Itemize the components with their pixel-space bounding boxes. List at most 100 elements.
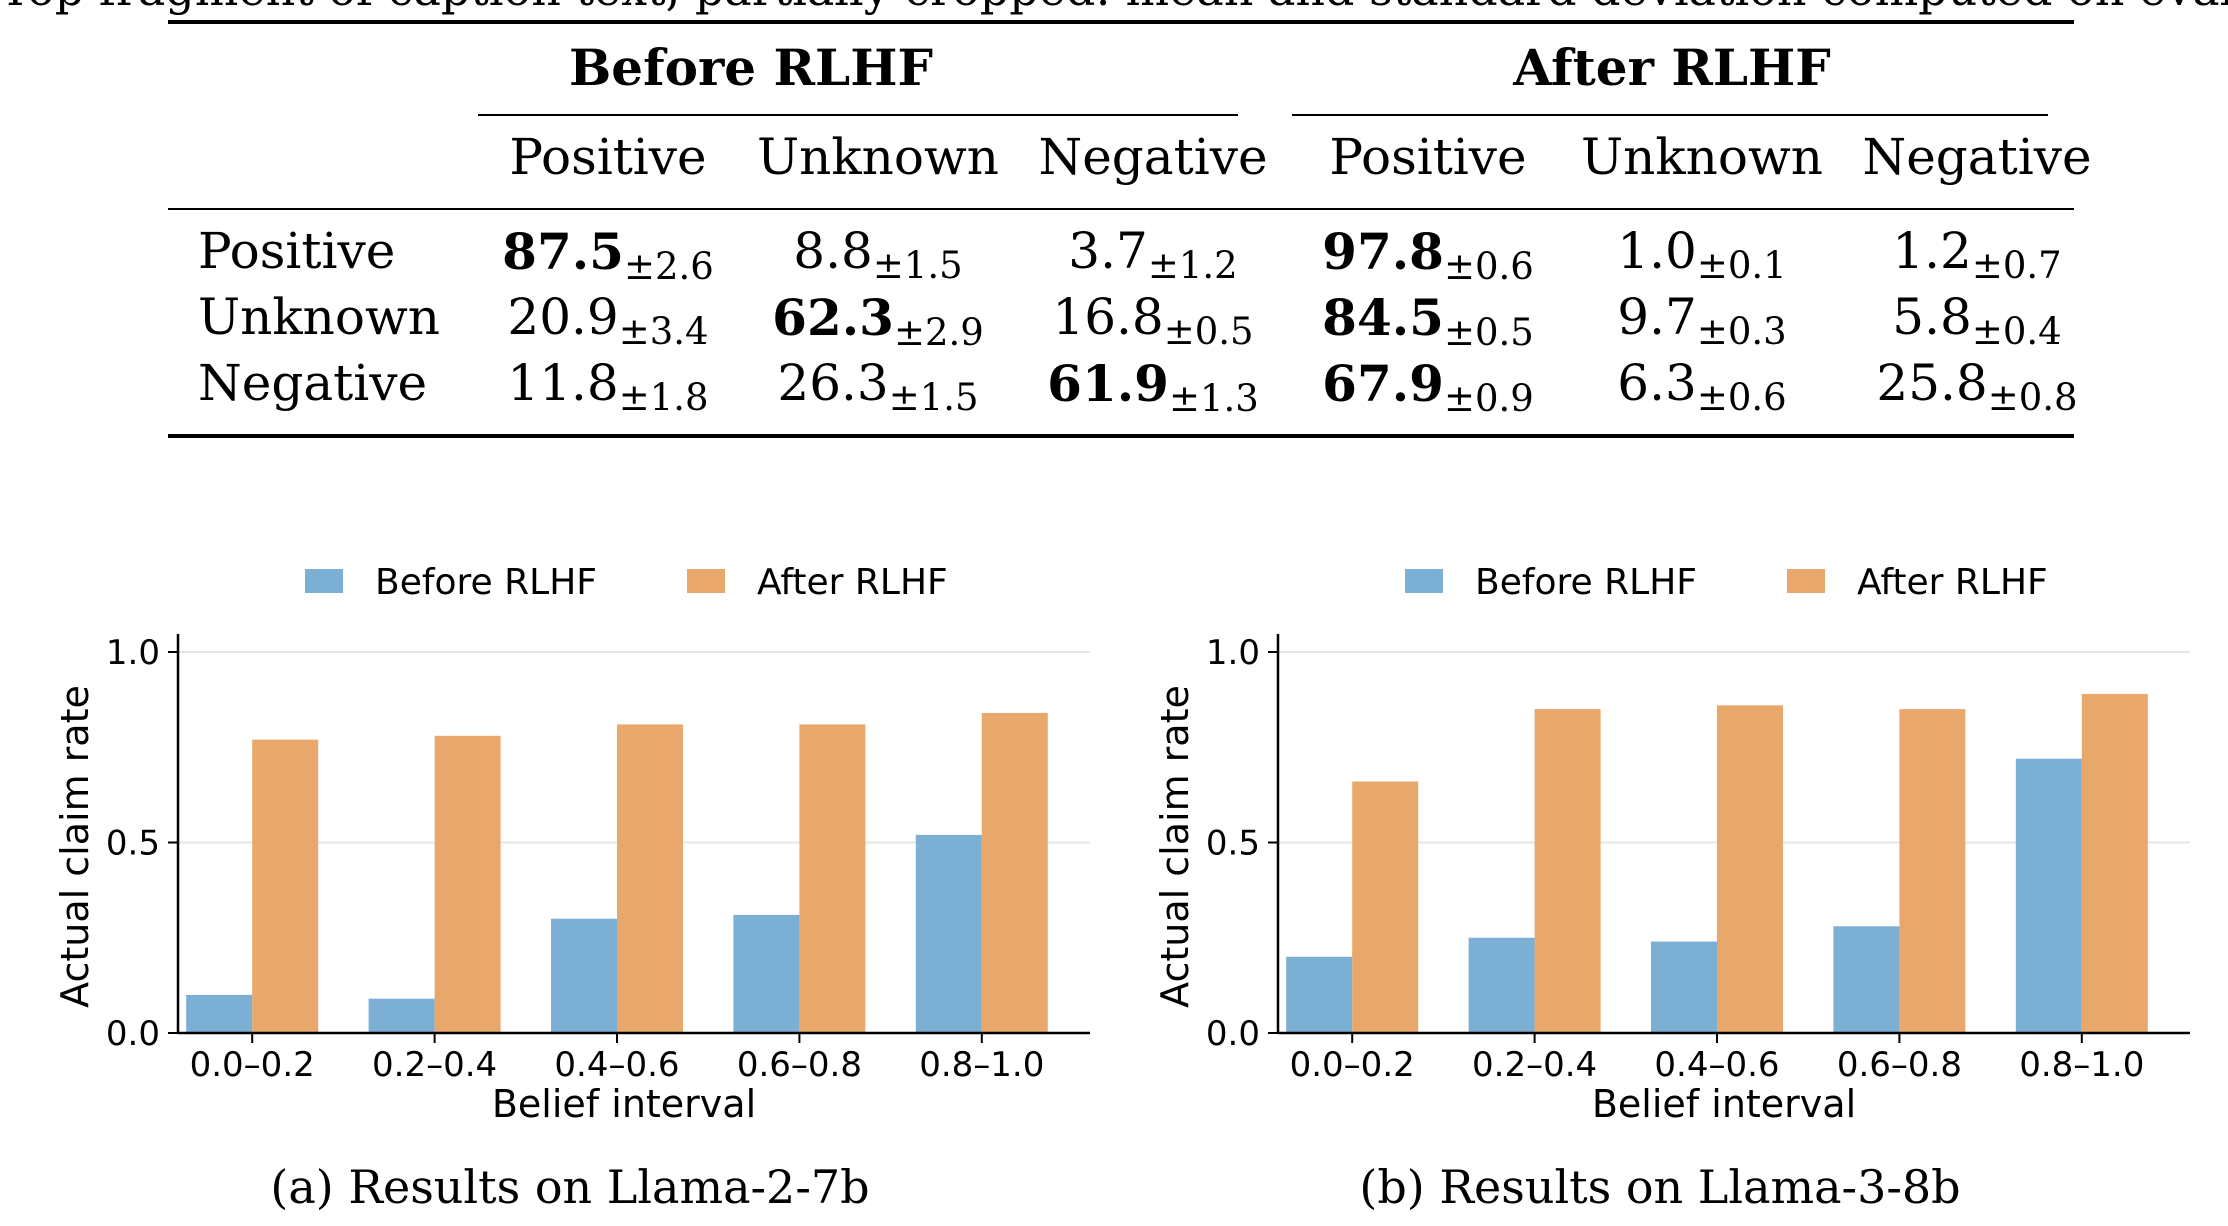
x-axis-label: Belief interval	[492, 1082, 756, 1126]
cell-std: ±1.5	[872, 244, 963, 287]
col-head-before-unknown: Unknown	[757, 128, 999, 186]
cell-value: 26.3	[777, 354, 889, 412]
cell-std: ±2.6	[623, 245, 714, 288]
group-rule-after	[1292, 114, 2048, 116]
legend-swatch	[687, 569, 725, 593]
col-head-after-negative: Negative	[1862, 128, 2092, 186]
cell-value: 62.3	[772, 288, 894, 347]
bar	[186, 994, 253, 1033]
cell-std: ±0.3	[1696, 310, 1787, 353]
cell-std: ±0.1	[1696, 244, 1787, 287]
col-head-before-negative: Negative	[1038, 128, 1268, 186]
cell-std: ±0.5	[1163, 310, 1254, 353]
header-rule	[168, 208, 2074, 210]
bar	[617, 724, 683, 1033]
bar	[1651, 941, 1717, 1033]
cell-std: ±0.4	[1971, 310, 2062, 353]
cell-value: 6.3	[1617, 354, 1697, 412]
cell-value: 25.8	[1876, 354, 1988, 412]
x-tick-label: 0.4–0.6	[554, 1045, 679, 1085]
top-caption-fragment: Top fragment of caption text, partially …	[0, 0, 2228, 16]
legend-label: Before RLHF	[375, 562, 597, 603]
chart-llama3: 0.0 0.5 1.0 0.0–0.2 0.2–0.4 0.4–0.6 0.6–0.8 0.8…	[1100, 540, 2200, 1140]
bar	[1534, 709, 1601, 1033]
row-head-unknown: Unknown	[198, 288, 440, 346]
bar	[1286, 956, 1353, 1033]
bar	[551, 918, 617, 1033]
bar	[1352, 781, 1419, 1033]
top-rule	[168, 20, 2074, 24]
y-tick-label: 1.0	[1206, 633, 1260, 673]
x-axis-label: Belief interval	[1592, 1082, 1856, 1126]
table-cell: 20.9±3.4	[478, 288, 738, 353]
cell-value: 3.7	[1068, 222, 1148, 280]
bar	[2015, 758, 2082, 1033]
y-tick-label: 1.0	[106, 633, 160, 673]
cell-value: 61.9	[1047, 354, 1169, 413]
cell-std: ±1.3	[1168, 377, 1259, 420]
table-cell: 6.3±0.6	[1572, 354, 1832, 419]
bar	[434, 735, 501, 1033]
y-tick-label: 0.0	[106, 1014, 160, 1054]
legend-label: After RLHF	[757, 562, 948, 603]
legend-label: After RLHF	[1857, 562, 2048, 603]
bottom-rule	[168, 434, 2074, 438]
table-cell: 9.7±0.3	[1572, 288, 1832, 353]
table-cell: 87.5±2.6	[478, 222, 738, 288]
cell-std: ±0.6	[1696, 376, 1787, 419]
col-head-before-positive: Positive	[509, 128, 707, 186]
group-title-before: Before RLHF	[569, 38, 933, 97]
group-rule-before	[478, 114, 1238, 116]
cell-std: ±0.7	[1971, 244, 2062, 287]
cell-std: ±1.2	[1147, 244, 1238, 287]
x-tick-label: 0.6–0.8	[1837, 1045, 1962, 1085]
x-tick-label: 0.8–1.0	[2019, 1045, 2144, 1085]
table-cell: 1.0±0.1	[1572, 222, 1832, 287]
table-cell: 1.2±0.7	[1842, 222, 2112, 287]
x-tick-label: 0.4–0.6	[1654, 1045, 1779, 1085]
cell-value: 20.9	[507, 288, 619, 346]
x-tick-label: 0.2–0.4	[372, 1045, 497, 1085]
y-tick-label: 0.5	[106, 824, 160, 864]
table-cell: 25.8±0.8	[1842, 354, 2112, 419]
bar	[915, 834, 982, 1033]
cell-std: ±0.5	[1443, 311, 1534, 354]
y-axis-label: Actual claim rate	[1153, 685, 1197, 1008]
bar	[1899, 709, 1966, 1033]
bar	[981, 712, 1048, 1033]
table-cell: 97.8±0.6	[1298, 222, 1558, 288]
bar	[368, 998, 435, 1033]
row-head-positive: Positive	[198, 222, 396, 280]
cell-value: 1.0	[1617, 222, 1697, 280]
x-tick-label: 0.6–0.8	[737, 1045, 862, 1085]
cell-std: ±2.9	[893, 311, 984, 354]
cell-value: 84.5	[1322, 288, 1444, 347]
cell-std: ±1.5	[888, 376, 979, 419]
cell-std: ±0.9	[1443, 377, 1534, 420]
cell-value: 5.8	[1892, 288, 1972, 346]
bar	[1468, 937, 1535, 1033]
caption-b: (b) Results on Llama-3-8b	[1359, 1160, 1961, 1214]
cell-value: 67.9	[1322, 354, 1444, 413]
bar	[799, 724, 866, 1033]
cell-value: 1.2	[1892, 222, 1972, 280]
col-head-after-unknown: Unknown	[1581, 128, 1823, 186]
y-tick-label: 0.0	[1206, 1014, 1260, 1054]
legend-label: Before RLHF	[1475, 562, 1697, 603]
legend-swatch	[1787, 569, 1825, 593]
x-tick-label: 0.0–0.2	[190, 1045, 315, 1085]
cell-value: 8.8	[793, 222, 873, 280]
cell-std: ±0.6	[1443, 245, 1534, 288]
group-title-after: After RLHF	[1513, 38, 1831, 97]
col-head-after-positive: Positive	[1329, 128, 1527, 186]
row-head-negative: Negative	[198, 354, 428, 412]
table-cell: 16.8±0.5	[1018, 288, 1288, 353]
table-cell: 26.3±1.5	[748, 354, 1008, 419]
x-tick-label: 0.0–0.2	[1290, 1045, 1415, 1085]
chart-llama3-svg: 0.0 0.5 1.0 0.0–0.2 0.2–0.4 0.4–0.6 0.6–0.8 0.8…	[1153, 562, 2190, 1126]
chart-llama2-svg: 0.0 0.5 1.0 0.0–0.2 0.2–0.4 0.4–0.6 0.6–0.8 0.8…	[53, 562, 1090, 1126]
table-cell: 62.3±2.9	[748, 288, 1008, 354]
bar	[2081, 693, 2148, 1033]
y-tick-label: 0.5	[1206, 824, 1260, 864]
results-table: Before RLHF After RLHF Positive Unknown …	[168, 20, 2092, 440]
